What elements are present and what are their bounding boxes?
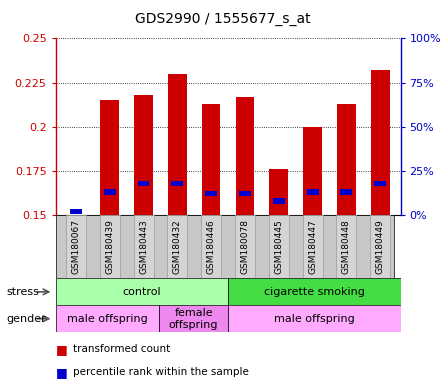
- Bar: [167, 215, 187, 278]
- Text: GSM180439: GSM180439: [105, 219, 114, 274]
- Bar: [134, 215, 154, 278]
- Text: GSM180448: GSM180448: [342, 219, 351, 274]
- Bar: [228, 278, 400, 305]
- Bar: [100, 215, 120, 278]
- Bar: [235, 215, 255, 278]
- Bar: [270, 169, 288, 215]
- Text: GSM180432: GSM180432: [173, 219, 182, 274]
- Text: stress: stress: [7, 287, 40, 297]
- Text: transformed count: transformed count: [73, 344, 171, 354]
- Text: control: control: [122, 287, 161, 297]
- Bar: [374, 180, 386, 186]
- Text: GSM180449: GSM180449: [376, 219, 385, 274]
- Bar: [171, 180, 183, 186]
- Bar: [269, 215, 289, 278]
- Text: male offspring: male offspring: [274, 314, 355, 324]
- Text: ■: ■: [56, 343, 67, 356]
- Text: GSM180446: GSM180446: [206, 219, 216, 274]
- Bar: [228, 305, 400, 332]
- Text: gender: gender: [7, 314, 46, 324]
- Bar: [101, 100, 119, 215]
- Bar: [337, 104, 356, 215]
- Bar: [66, 215, 86, 278]
- Text: cigarette smoking: cigarette smoking: [264, 287, 365, 297]
- Text: ■: ■: [56, 366, 67, 379]
- Text: GSM180078: GSM180078: [240, 219, 250, 274]
- Bar: [336, 215, 356, 278]
- Bar: [205, 191, 217, 197]
- Bar: [303, 215, 323, 278]
- Bar: [159, 305, 228, 332]
- Bar: [56, 305, 159, 332]
- Bar: [307, 189, 319, 195]
- Bar: [138, 180, 150, 186]
- Bar: [239, 191, 251, 197]
- Bar: [236, 97, 254, 215]
- Text: percentile rank within the sample: percentile rank within the sample: [73, 367, 249, 377]
- Bar: [134, 95, 153, 215]
- Bar: [370, 215, 390, 278]
- Text: female
offspring: female offspring: [169, 308, 218, 329]
- Bar: [273, 198, 285, 204]
- Bar: [201, 215, 221, 278]
- Text: GSM180067: GSM180067: [71, 219, 81, 274]
- Bar: [371, 70, 389, 215]
- Bar: [202, 104, 220, 215]
- Bar: [70, 209, 82, 214]
- Bar: [104, 189, 116, 195]
- Bar: [303, 127, 322, 215]
- Text: GSM180447: GSM180447: [308, 219, 317, 274]
- Text: male offspring: male offspring: [67, 314, 148, 324]
- Text: GSM180445: GSM180445: [274, 219, 283, 274]
- Bar: [168, 74, 186, 215]
- Text: GSM180443: GSM180443: [139, 219, 148, 274]
- Bar: [56, 278, 228, 305]
- Bar: [340, 189, 352, 195]
- Text: GDS2990 / 1555677_s_at: GDS2990 / 1555677_s_at: [135, 12, 310, 25]
